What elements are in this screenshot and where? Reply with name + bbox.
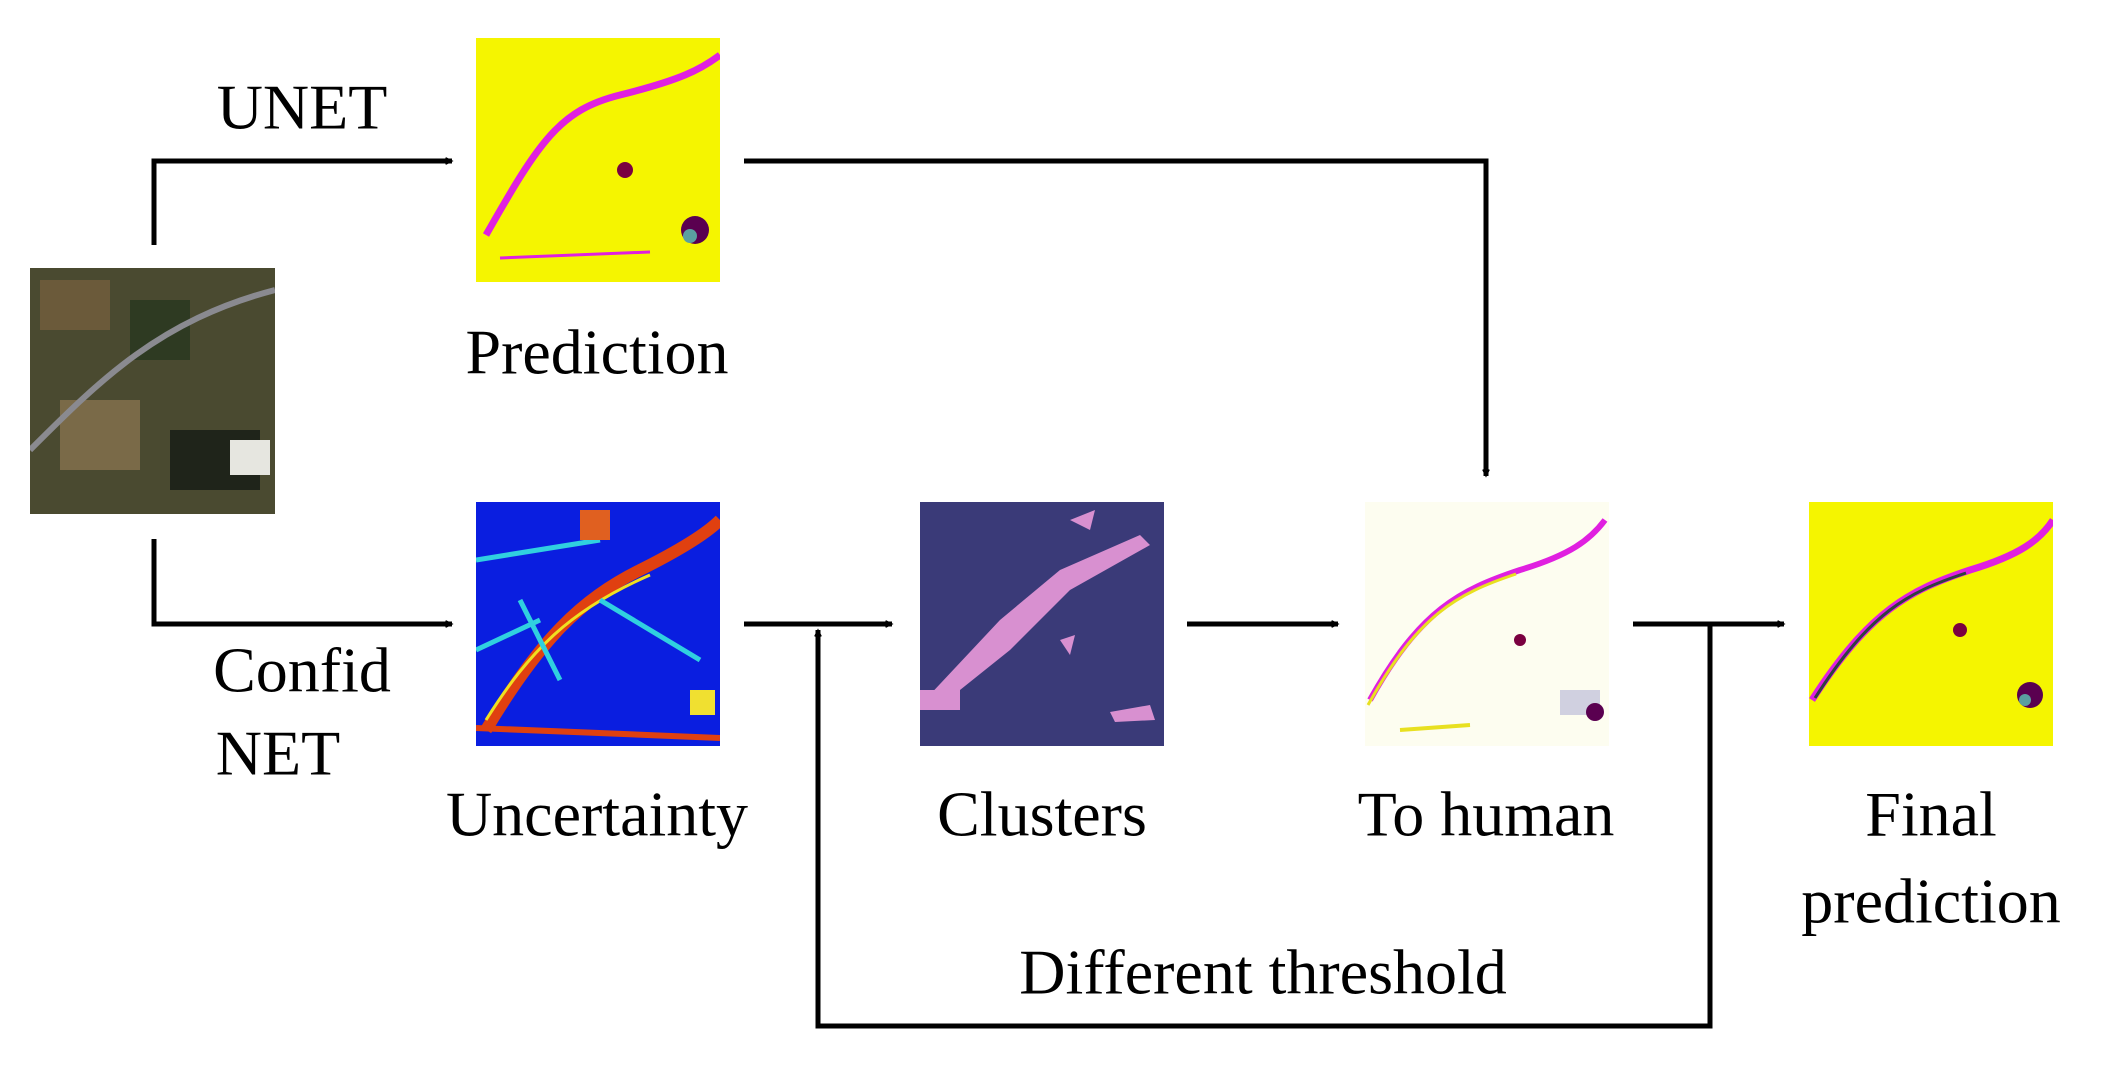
input-image	[30, 268, 275, 514]
uncertainty-image	[476, 502, 720, 746]
node-label: To human	[1358, 779, 1615, 850]
node-label: prediction	[1801, 866, 2060, 937]
arrow	[744, 158, 1490, 478]
edge-label: NET	[216, 718, 340, 789]
arrow	[151, 157, 454, 245]
node-label: Uncertainty	[446, 779, 748, 850]
loop-arrow	[814, 624, 1713, 1029]
node-label: Prediction	[465, 317, 728, 388]
node-label: Final	[1865, 779, 1997, 850]
node-label: Clusters	[937, 779, 1147, 850]
clusters-image	[920, 502, 1164, 746]
edge-label: Different threshold	[1019, 937, 1507, 1008]
to-human-image	[1365, 502, 1609, 746]
prediction-image	[476, 38, 720, 282]
arrow	[151, 539, 454, 628]
edge-label: Confid	[213, 635, 391, 706]
edge-label: UNET	[217, 72, 388, 143]
final-prediction-image	[1809, 502, 2053, 746]
